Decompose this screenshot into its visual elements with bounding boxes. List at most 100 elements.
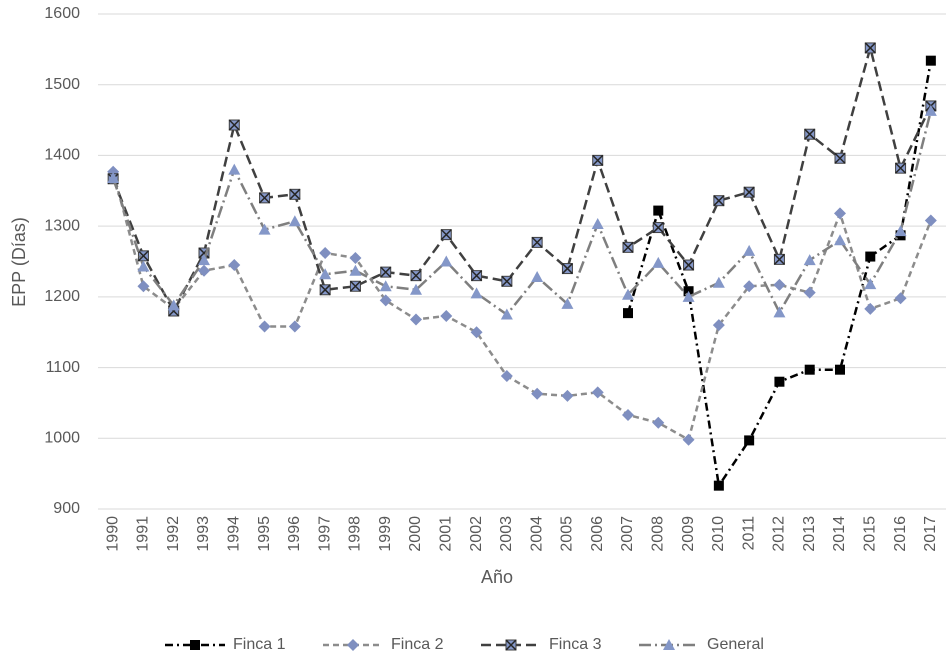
data-point xyxy=(744,435,755,446)
data-point xyxy=(470,326,483,339)
y-tick-label: 1300 xyxy=(44,217,80,234)
data-point xyxy=(258,320,271,333)
data-point xyxy=(137,260,150,272)
x-tick-label: 2006 xyxy=(589,516,606,552)
x-tick-label: 1990 xyxy=(104,516,121,552)
x-tick-label: 2014 xyxy=(831,516,848,552)
data-point xyxy=(531,271,544,283)
legend-label: Finca 2 xyxy=(391,636,444,653)
x-tick-label: 2000 xyxy=(407,516,424,552)
legend-label: General xyxy=(707,636,764,653)
data-point xyxy=(773,253,785,265)
y-tick-label: 1600 xyxy=(44,5,80,22)
data-point xyxy=(561,263,573,275)
data-point xyxy=(835,364,845,375)
data-point xyxy=(319,284,331,296)
marker-cross xyxy=(834,152,846,164)
data-point xyxy=(440,229,452,241)
data-point xyxy=(804,128,816,140)
data-point xyxy=(289,188,301,200)
data-point xyxy=(652,416,665,429)
data-point xyxy=(440,255,453,267)
y-tick-label: 1400 xyxy=(44,147,80,164)
data-point xyxy=(379,280,392,292)
data-point xyxy=(531,236,543,248)
data-point xyxy=(622,241,634,253)
data-point xyxy=(349,280,361,292)
x-tick-label: 2005 xyxy=(559,516,576,552)
x-tick-label: 2009 xyxy=(680,516,697,552)
x-tick-label: 1996 xyxy=(286,516,303,552)
x-tick-label: 2007 xyxy=(619,516,636,552)
data-point xyxy=(410,270,422,282)
marker-cross xyxy=(773,253,785,265)
data-point xyxy=(288,320,301,333)
marker-cross xyxy=(410,270,422,282)
x-tick-label: 2015 xyxy=(862,516,879,552)
legend-label: Finca 3 xyxy=(549,636,602,653)
data-point xyxy=(198,254,210,266)
x-tick-label: 2004 xyxy=(528,516,545,552)
data-point xyxy=(623,308,633,319)
marker-cross xyxy=(319,284,331,296)
data-point xyxy=(803,286,816,299)
data-point xyxy=(864,302,877,315)
series-line xyxy=(111,171,933,442)
data-point xyxy=(380,266,392,278)
data-point xyxy=(440,309,453,322)
x-tick-label: 2003 xyxy=(498,516,515,552)
marker-cross xyxy=(683,259,695,271)
data-point xyxy=(652,256,665,268)
y-tick-label: 1000 xyxy=(44,430,80,447)
data-point xyxy=(471,270,483,282)
data-point xyxy=(804,364,815,375)
data-point xyxy=(864,278,877,290)
data-point xyxy=(925,55,936,66)
data-point xyxy=(228,119,240,131)
legend-label: Finca 1 xyxy=(233,636,286,653)
data-point xyxy=(591,386,604,399)
data-point xyxy=(410,283,422,295)
x-tick-label: 2017 xyxy=(922,516,939,552)
data-point xyxy=(592,154,604,166)
x-tick-label: 1998 xyxy=(347,516,364,552)
x-tick-label: 1997 xyxy=(316,516,333,552)
data-point xyxy=(803,254,816,266)
legend-marker xyxy=(347,639,359,651)
x-tick-label: 2012 xyxy=(771,516,788,552)
series-line xyxy=(111,43,932,314)
data-point xyxy=(894,225,907,237)
data-point xyxy=(500,370,513,383)
data-point xyxy=(713,195,725,207)
data-point xyxy=(712,276,725,288)
marker-cross xyxy=(380,266,392,278)
data-point xyxy=(864,42,876,54)
x-tick-label: 2016 xyxy=(892,516,909,552)
data-point xyxy=(653,205,664,216)
x-tick-label: 1994 xyxy=(226,516,243,552)
y-axis-title: EPP (Días) xyxy=(9,217,29,307)
data-point xyxy=(683,259,695,271)
x-tick-label: 2001 xyxy=(438,516,455,552)
marker-cross xyxy=(228,119,240,131)
y-tick-label: 1500 xyxy=(44,76,80,93)
data-point xyxy=(894,292,907,305)
marker-cross xyxy=(289,188,301,200)
x-tick-label: 1993 xyxy=(195,516,212,552)
marker-cross xyxy=(652,222,664,234)
data-point xyxy=(834,207,846,220)
data-point xyxy=(591,218,604,230)
marker-cross xyxy=(440,229,452,241)
data-point xyxy=(198,264,210,277)
data-point xyxy=(319,247,332,260)
data-point xyxy=(774,376,785,387)
data-point xyxy=(531,387,544,400)
data-point xyxy=(319,268,332,280)
data-point xyxy=(713,480,724,491)
data-point xyxy=(924,104,937,116)
data-point xyxy=(622,288,634,300)
x-tick-label: 1991 xyxy=(135,516,152,552)
data-point xyxy=(622,408,634,421)
marker-cross xyxy=(804,128,816,140)
